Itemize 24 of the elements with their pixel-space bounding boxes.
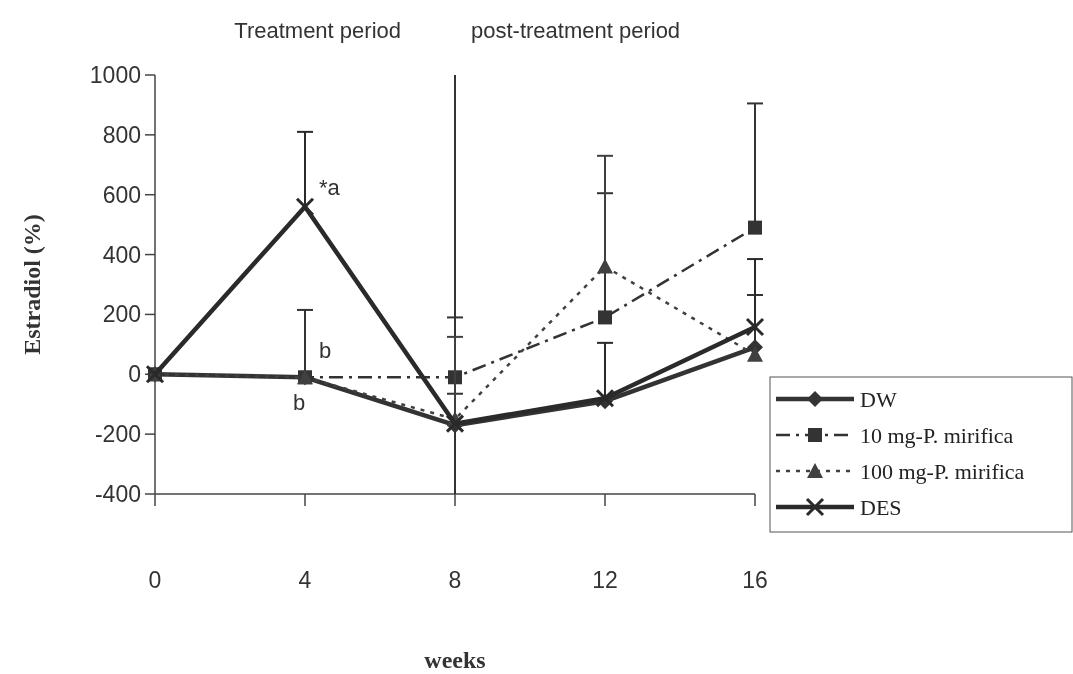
y-tick-label: -200	[94, 421, 141, 448]
y-axis-title: Estradiol (%)	[19, 214, 45, 355]
x-axis-title: weeks	[424, 647, 486, 673]
annotation: *a	[319, 174, 341, 200]
text: post-treatment period	[471, 18, 681, 43]
y-tick-label: 400	[102, 241, 141, 268]
annotation: b	[293, 390, 306, 416]
y-tick-label: -400	[94, 481, 141, 508]
y-tick-label: 0	[128, 361, 141, 388]
legend-label: 10 mg-P. mirifica	[860, 422, 1014, 448]
x-tick-label: 8	[448, 567, 462, 593]
legend-label: DES	[860, 494, 902, 520]
x-tick-label: 4	[298, 567, 312, 593]
x-tick-label: 16	[742, 567, 768, 593]
x-tick-label: 12	[592, 567, 618, 593]
text: Treatment period	[234, 18, 401, 43]
annotation: b	[319, 338, 332, 364]
y-tick-label: 1000	[89, 62, 141, 89]
legend-label: DW	[860, 386, 897, 412]
legend-label: 100 mg-P. mirifica	[860, 458, 1025, 484]
x-tick-label: 0	[148, 567, 162, 593]
y-tick-label: 800	[102, 121, 141, 148]
y-tick-label: 200	[102, 301, 141, 328]
y-tick-label: 600	[102, 181, 141, 208]
